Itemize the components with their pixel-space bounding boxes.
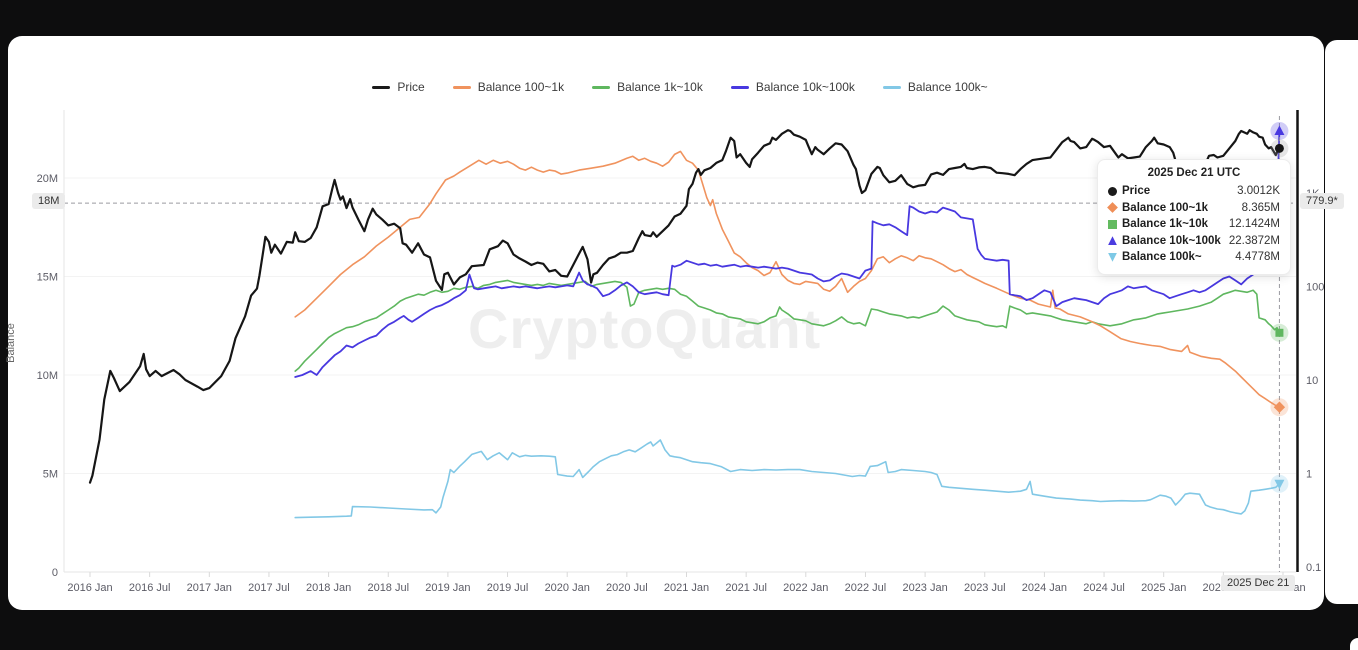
crosshair-date-badge: 2025 Dec 21 [1221,575,1296,591]
legend-label: Balance 100~1k [477,80,565,94]
x-tick-label: 2017 Jan [187,582,232,594]
x-tick-label: 2017 Jul [248,582,290,594]
x-tick-label: 2024 Jul [1083,582,1125,594]
x-tick-label: 2023 Jan [902,582,947,594]
x-tick-label: 2016 Jul [129,582,171,594]
legend-item-balance-1k-10k[interactable]: Balance 1k~10k [592,80,703,94]
y-left-tick-label: 20M [37,173,58,185]
legend-swatch [730,85,749,89]
x-tick-label: 2023 Jul [964,582,1006,594]
tooltip-series-value: 3.0012K [1237,185,1280,197]
x-tick-label: 2025 Jan [1141,582,1186,594]
square-marker-icon [1108,219,1117,229]
tooltip-row: Balance 10k~100k 22.3872M [1108,233,1280,250]
legend-label: Price [397,80,425,94]
tooltip-series-label: Balance 100k~ [1122,251,1202,263]
adjacent-panel [1325,40,1358,604]
chart-legend: Price Balance 100~1k Balance 1k~10k Balance… [64,80,1296,94]
series-line-balance-100-1k[interactable] [294,150,1281,409]
y-left-tick-label: 5M [43,469,58,481]
left-axis-title: Balance [5,323,17,363]
tooltip-series-label: Balance 10k~100k [1122,234,1221,247]
y-left-tick-label: 10M [37,370,58,382]
x-tick-label: 2019 Jul [487,582,529,594]
diamond-end-marker-icon [1273,401,1286,413]
x-tick-label: 2021 Jan [664,582,709,594]
chart-tooltip: 2025 Dec 21 UTC Price 3.0012K Balance 100~… [1097,159,1291,275]
legend-item-balance-10k-100k[interactable]: Balance 10k~100k [730,80,855,94]
legend-label: Balance 1k~10k [617,80,703,94]
adjacent-panel-corner [1350,638,1358,650]
legend-item-balance-100-1k[interactable]: Balance 100~1k [452,80,565,94]
x-tick-label: 2020 Jan [545,582,590,594]
triangle-down-marker-icon [1108,252,1117,262]
legend-item-balance-100k-[interactable]: Balance 100k~ [882,80,988,94]
tooltip-series-label: Price [1122,185,1151,197]
y-left-tick-label: 0 [52,567,58,579]
circle-end-marker-icon [1274,143,1284,153]
y-right-tick-label: 1 [1306,469,1312,481]
tooltip-series-value: 22.3872M [1228,234,1280,247]
tooltip-series-value: 12.1424M [1228,218,1280,230]
legend-label: Balance 100k~ [907,80,988,94]
x-tick-label: 2018 Jan [306,582,351,594]
hline-left-value-badge: 18M [32,193,66,210]
series-line-balance-10k-100k[interactable] [294,130,1281,378]
triangle-down-end-marker-icon [1274,479,1285,490]
chart-card [8,36,1324,610]
hline-right-value-badge: 779.9* [1300,193,1344,210]
x-tick-label: 2016 Jan [67,582,112,594]
y-left-tick-label: 15M [37,272,58,284]
triangle-up-marker-icon [1108,236,1117,246]
legend-item-price[interactable]: Price [372,80,425,94]
diamond-marker-icon [1107,202,1118,214]
legend-label: Balance 10k~100k [755,80,855,94]
legend-swatch [592,85,611,89]
tooltip-row: Balance 100k~ 4.4778M [1108,249,1280,266]
tooltip-series-label: Balance 1k~10k [1122,218,1208,230]
triangle-up-end-marker-icon [1274,125,1285,135]
tooltip-title: 2025 Dec 21 UTC [1147,167,1241,179]
x-tick-label: 2018 Jul [367,582,409,594]
tooltip-row: Balance 100~1k 8.365M [1107,200,1280,217]
y-right-tick-label: 10 [1306,375,1318,387]
legend-swatch [372,85,391,89]
tooltip-row: Price 3.0012K [1108,183,1280,200]
x-tick-label: 2021 Jul [725,582,767,594]
legend-swatch [882,85,901,89]
tooltip-series-value: 4.4778M [1235,251,1280,263]
tooltip-row: Balance 1k~10k 12.1424M [1108,216,1280,233]
legend-swatch [452,85,471,89]
y-right-tick-label: 100 [1306,282,1324,294]
x-tick-label: 2022 Jul [845,582,887,594]
series-line-balance-1k-10k[interactable] [294,279,1281,372]
series-line-price[interactable] [88,129,1281,484]
tooltip-series-label: Balance 100~1k [1122,201,1208,214]
x-tick-label: 2020 Jul [606,582,648,594]
circle-marker-icon [1108,186,1117,196]
x-tick-label: 2024 Jan [1022,582,1067,594]
series-line-balance-100k-[interactable] [294,439,1281,519]
x-tick-label: 2019 Jan [425,582,470,594]
y-right-tick-label: 0.1 [1306,562,1321,574]
x-tick-label: 2022 Jan [783,582,828,594]
tooltip-series-value: 8.365M [1241,201,1280,214]
square-end-marker-icon [1275,328,1284,337]
